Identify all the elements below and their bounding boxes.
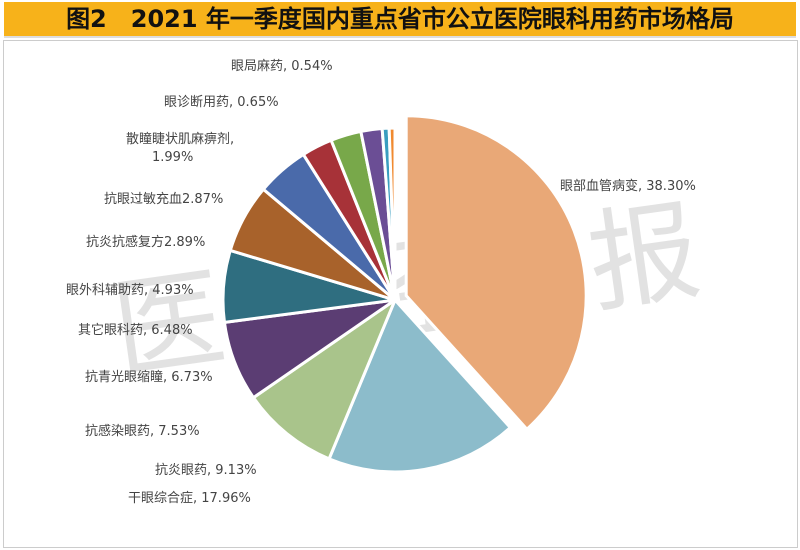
label-11: 眼局麻药, 0.54%	[231, 59, 333, 74]
label-4: 抗青光眼缩瞳, 6.73%	[85, 370, 213, 385]
label-5: 其它眼科药, 6.48%	[78, 323, 193, 338]
label-3: 抗感染眼药, 7.53%	[85, 424, 200, 439]
chart-frame	[3, 40, 798, 548]
label-2: 抗炎眼药, 9.13%	[155, 463, 257, 478]
pie-slice-0	[404, 114, 588, 432]
label-8: 抗眼过敏充血2.87%	[104, 192, 224, 207]
label-0: 眼部血管病变, 38.30%	[560, 179, 696, 194]
label-9-value: 1.99%	[152, 150, 194, 165]
pie-slice-2	[251, 295, 399, 461]
label-6: 眼外科辅助药, 4.93%	[66, 283, 194, 298]
pie-slice-1	[327, 297, 513, 474]
label-7: 抗炎抗感复方2.89%	[86, 235, 206, 250]
pie-slice-11	[387, 126, 397, 301]
label-1: 干眼综合症, 17.96%	[128, 491, 251, 506]
label-9: 散瞳睫状肌麻痹剂,	[126, 132, 235, 147]
label-10: 眼诊断用药, 0.65%	[164, 95, 279, 110]
chart-title: 图2 2021 年一季度国内重点省市公立医院眼科用药市场格局	[4, 2, 796, 38]
